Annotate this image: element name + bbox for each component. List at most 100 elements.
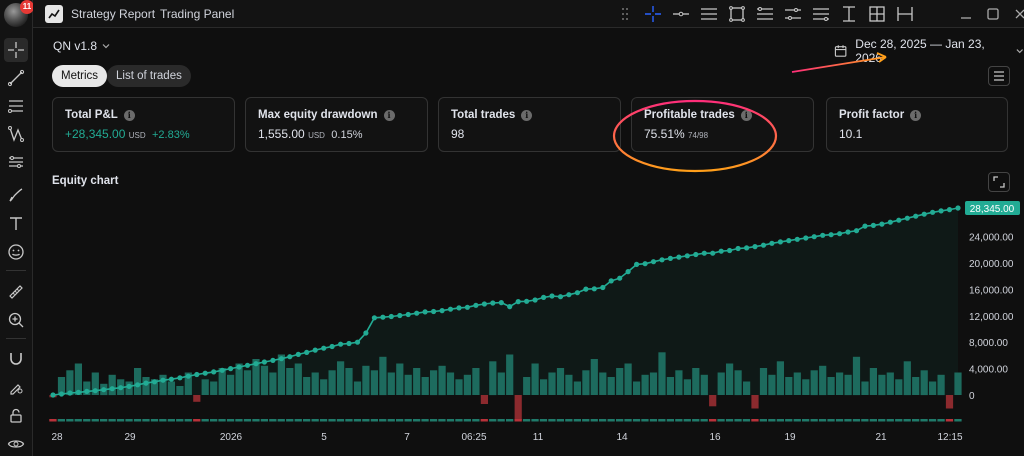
eye-icon[interactable] [4, 432, 28, 456]
trade-bar [675, 370, 683, 396]
trade-bar [785, 377, 793, 395]
trend-line-icon[interactable] [4, 66, 28, 90]
trade-bar [565, 374, 573, 396]
expand-chart-button[interactable] [988, 172, 1010, 192]
expand-icon [993, 176, 1005, 188]
equity-point [431, 308, 437, 315]
equity-point [634, 261, 640, 267]
metric-unit: USD [308, 131, 325, 140]
trade-bar [776, 361, 784, 396]
report-settings-button[interactable] [988, 66, 1010, 86]
strategy-selector[interactable]: QN v1.8 [53, 39, 111, 53]
trade-bar [666, 377, 674, 395]
equity-point [921, 211, 927, 217]
trade-bar [506, 354, 514, 395]
equity-point [853, 228, 860, 234]
equity-point [58, 391, 65, 397]
brush-icon[interactable] [4, 183, 28, 207]
equity-point [380, 314, 386, 320]
date-range-icon[interactable] [894, 3, 916, 25]
trade-strip-segment [235, 419, 243, 422]
tab-strategy-report[interactable]: Strategy Report [45, 0, 155, 28]
rectangle-icon[interactable] [726, 3, 748, 25]
zoom-in-icon[interactable] [4, 308, 28, 332]
trade-strip-segment [480, 419, 488, 422]
info-icon[interactable]: i [910, 109, 922, 121]
equity-point [642, 261, 648, 267]
trade-strip-segment [556, 419, 564, 422]
drag-handle-icon[interactable] [614, 3, 636, 25]
minimize-icon[interactable] [956, 4, 976, 24]
prediction-icon[interactable] [4, 150, 28, 174]
trade-bar [463, 374, 471, 396]
trade-bar [260, 365, 269, 396]
equity-point [625, 269, 631, 275]
trade-strip-segment [269, 419, 277, 422]
fib-channel-icon[interactable] [754, 3, 776, 25]
info-icon[interactable]: i [521, 109, 533, 121]
lock-icon[interactable] [4, 404, 28, 428]
trade-strip-segment [954, 419, 962, 422]
pattern-icon[interactable] [4, 122, 28, 146]
trade-bar [370, 370, 378, 396]
info-icon[interactable]: i [740, 109, 752, 121]
equity-point [820, 232, 826, 238]
list-settings-icon [994, 71, 1004, 81]
trade-bar [353, 381, 362, 395]
tab-metrics[interactable]: Metrics [52, 65, 108, 87]
trade-strip-segment [429, 419, 438, 422]
close-icon[interactable] [1010, 4, 1024, 24]
grid-box-icon[interactable] [866, 3, 888, 25]
trade-strip-segment [616, 419, 624, 422]
trade-bar [709, 395, 717, 407]
trade-strip-segment [709, 419, 717, 422]
trade-bar [861, 381, 869, 395]
tab-list-of-trades[interactable]: List of trades [107, 65, 191, 87]
magnet-icon[interactable] [4, 346, 28, 370]
info-icon[interactable]: i [123, 109, 135, 121]
notification-badge: 11 [20, 0, 34, 14]
ruler-icon[interactable] [4, 280, 28, 304]
parallel-lines-icon[interactable] [698, 3, 720, 25]
pitchfork-icon[interactable] [782, 3, 804, 25]
equity-point [168, 376, 174, 382]
trade-strip-segment [768, 419, 776, 422]
horizontal-line-icon[interactable] [670, 3, 692, 25]
trade-strip-segment [692, 419, 700, 422]
trade-strip-segment [184, 419, 192, 422]
equity-point [67, 390, 73, 396]
equity-point [600, 284, 606, 291]
trade-strip-segment [336, 419, 345, 422]
fib-retracement-icon[interactable] [4, 94, 28, 118]
trade-strip-segment [49, 419, 57, 422]
text-icon[interactable] [4, 212, 28, 236]
date-range-selector[interactable]: Dec 28, 2025 — Jan 23, 2026 [834, 37, 1024, 65]
trade-strip-segment [413, 419, 421, 422]
equity-point [177, 375, 183, 381]
equity-point [287, 354, 293, 360]
disjoint-channel-icon[interactable] [810, 3, 832, 25]
trade-strip-segment [844, 419, 852, 422]
tab-trading-panel[interactable]: Trading Panel [160, 0, 234, 28]
crosshair-icon[interactable] [4, 38, 28, 62]
trade-bar [184, 372, 192, 395]
trade-strip-segment [218, 419, 226, 422]
trade-bar [743, 381, 751, 395]
trade-strip-segment [353, 419, 362, 422]
equity-point [786, 238, 792, 244]
info-icon[interactable]: i [383, 109, 395, 121]
equity-point [777, 239, 784, 245]
metric-value: 1,555.00 [258, 127, 305, 141]
emoji-icon[interactable] [4, 240, 28, 264]
crosshair-icon[interactable] [642, 3, 664, 25]
price-range-icon[interactable] [838, 3, 860, 25]
y-tick-label: 12,000.00 [969, 312, 1014, 323]
trade-bar [159, 374, 167, 396]
maximize-icon[interactable] [983, 4, 1003, 24]
equity-chart[interactable]: 0 4,000.00 8,000.00 12,000.00 16,000.00 20,00… [40, 196, 1024, 452]
equity-point [676, 254, 682, 260]
equity-point [617, 275, 623, 281]
lock-drawing-icon[interactable] [4, 375, 28, 399]
strategy-name: QN v1.8 [53, 39, 98, 53]
left-toolbar: 11 [0, 0, 34, 456]
